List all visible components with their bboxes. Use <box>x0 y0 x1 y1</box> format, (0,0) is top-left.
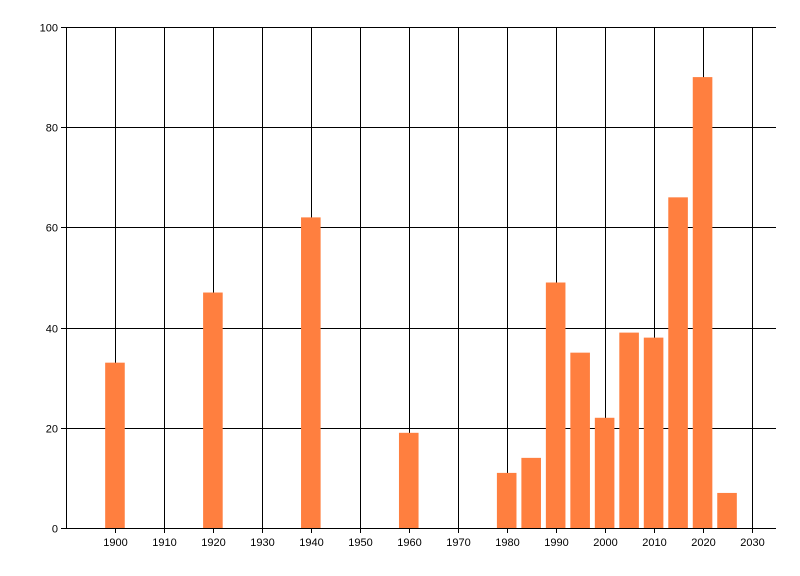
x-tick-label: 1940 <box>299 537 323 549</box>
bar-1920 <box>203 292 223 528</box>
y-tick-label: 20 <box>46 424 58 436</box>
x-tick-label: 1960 <box>397 537 421 549</box>
bar-2025 <box>717 492 737 528</box>
x-tick-label: 1950 <box>348 537 372 549</box>
y-tick-label: 80 <box>46 123 58 135</box>
y-tick-label: 100 <box>40 23 58 35</box>
bar-1980 <box>496 472 517 528</box>
bar-2015 <box>668 197 688 528</box>
bar-1900 <box>105 362 125 528</box>
x-tick-label: 1910 <box>152 537 176 549</box>
x-tick-label: 1930 <box>250 537 274 549</box>
x-tick-label: 1980 <box>495 537 519 549</box>
bar-2020 <box>692 77 713 528</box>
x-tick-label: 1990 <box>544 537 568 549</box>
x-tick-label: 2030 <box>740 537 764 549</box>
x-tick-label: 1970 <box>446 537 470 549</box>
y-tick-label: 40 <box>46 324 58 336</box>
bar-2010 <box>643 337 664 528</box>
bar-1985 <box>521 457 541 528</box>
bar-2000 <box>594 417 615 528</box>
x-tick-label: 2020 <box>691 537 715 549</box>
x-tick-label: 2010 <box>642 537 666 549</box>
bar-1995 <box>570 352 590 528</box>
y-tick-label: 0 <box>52 524 58 536</box>
x-tick-label: 1900 <box>103 537 127 549</box>
bar-1960 <box>398 432 419 528</box>
x-tick-label: 2000 <box>593 537 617 549</box>
bar-1990 <box>545 282 566 528</box>
bar-2005 <box>619 332 639 528</box>
bars <box>105 77 737 528</box>
x-tick-label: 1920 <box>201 537 225 549</box>
axes <box>61 27 776 533</box>
grid <box>66 27 776 529</box>
x-axis-ticks: 1900 1910 1920 1930 1940 1950 1960 1970 1980 1990… <box>103 537 764 549</box>
bar-1940 <box>301 217 321 528</box>
y-axis-ticks: 0 20 40 60 80 100 <box>40 23 58 536</box>
y-tick-label: 60 <box>46 223 58 235</box>
